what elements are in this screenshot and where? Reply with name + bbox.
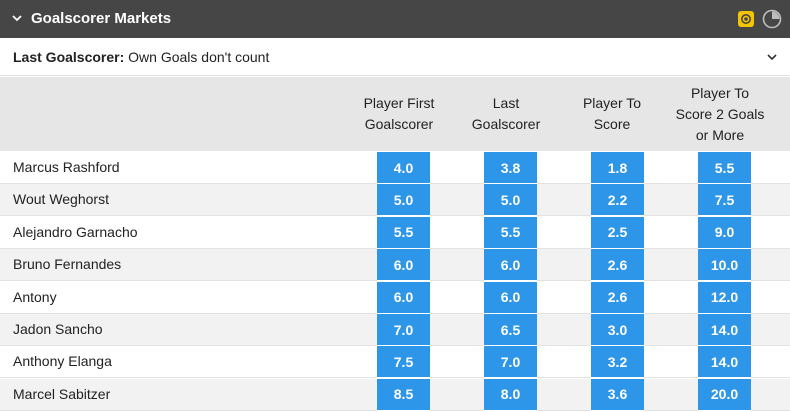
odds-button[interactable]: 5.5	[698, 152, 751, 184]
market-header[interactable]: Goalscorer Markets	[0, 0, 790, 38]
player-name: Antony	[13, 288, 57, 305]
odds-button[interactable]: 6.0	[484, 281, 537, 314]
odds-button[interactable]: 4.0	[377, 152, 430, 184]
odds-button[interactable]: 3.0	[591, 314, 644, 346]
player-name: Jadon Sancho	[13, 321, 103, 337]
table-row: Wout Weghorst 5.0 5.0 2.2 7.5	[0, 184, 790, 217]
odds-button[interactable]: 7.5	[377, 346, 430, 379]
player-name: Alejandro Garnacho	[13, 223, 138, 240]
table-row: Marcel Sabitzer 8.5 8.0 3.6 20.0	[0, 378, 790, 411]
odds-button[interactable]: 8.5	[377, 378, 430, 411]
col-header-to-score: Player To Score	[582, 95, 642, 132]
table-row: Alejandro Garnacho 5.5 5.5 2.5 9.0	[0, 216, 790, 249]
odds-button[interactable]: 6.0	[484, 249, 537, 282]
odds-button[interactable]: 2.6	[591, 249, 644, 282]
table-row: Antony 6.0 6.0 2.6 12.0	[0, 281, 790, 314]
odds-button[interactable]: 6.5	[484, 314, 537, 346]
odds-button[interactable]: 14.0	[698, 346, 751, 379]
odds-button[interactable]: 3.6	[591, 378, 644, 411]
table-row: Jadon Sancho 7.0 6.5 3.0 14.0	[0, 314, 790, 346]
market-subheader[interactable]: Last Goalscorer: Own Goals don't count	[0, 38, 790, 76]
odds-button[interactable]: 6.0	[377, 249, 430, 282]
table-row: Marcus Rashford 4.0 3.8 1.8 5.5	[0, 152, 790, 184]
odds-button[interactable]: 9.0	[698, 216, 751, 249]
col-header-first-goalscorer: Player First Goalscorer	[363, 95, 435, 132]
odds-button[interactable]: 1.8	[591, 152, 644, 184]
odds-button[interactable]: 20.0	[698, 378, 751, 411]
odds-button[interactable]: 12.0	[698, 281, 751, 314]
cashout-icon	[738, 11, 754, 27]
player-name: Marcel Sabitzer	[13, 385, 111, 402]
odds-button[interactable]: 2.6	[591, 281, 644, 314]
market-name: Last Goalscorer:	[13, 49, 125, 65]
odds-button[interactable]: 7.5	[698, 184, 751, 217]
odds-button[interactable]: 14.0	[698, 314, 751, 346]
odds-button[interactable]: 3.8	[484, 152, 537, 184]
odds-button[interactable]: 10.0	[698, 249, 751, 282]
odds-button[interactable]: 8.0	[484, 378, 537, 411]
table-row: Bruno Fernandes 6.0 6.0 2.6 10.0	[0, 249, 790, 282]
player-name: Bruno Fernandes	[13, 256, 122, 273]
chevron-down-icon[interactable]	[11, 12, 23, 24]
market-description: Last Goalscorer: Own Goals don't count	[13, 49, 269, 65]
odds-button[interactable]: 5.5	[377, 216, 430, 249]
odds-button[interactable]: 3.2	[591, 346, 644, 379]
odds-button[interactable]: 2.5	[591, 216, 644, 249]
chevron-down-icon[interactable]	[766, 52, 778, 62]
player-name: Wout Weghorst	[13, 191, 109, 208]
odds-button[interactable]: 2.2	[591, 184, 644, 217]
odds-button[interactable]: 7.0	[377, 314, 430, 346]
odds-button[interactable]: 5.5	[484, 216, 537, 249]
col-header-score-2-goals: Player To Score 2 Goals or More	[675, 84, 765, 143]
odds-button[interactable]: 5.0	[484, 184, 537, 217]
odds-button[interactable]: 6.0	[377, 281, 430, 314]
col-header-last-goalscorer: Last Goalscorer	[471, 95, 541, 132]
odds-button[interactable]: 5.0	[377, 184, 430, 217]
player-name: Anthony Elanga	[13, 353, 112, 370]
column-headers: Player First Goalscorer Last Goalscorer Pl…	[0, 77, 790, 151]
clock-icon[interactable]	[762, 9, 782, 29]
odds-button[interactable]: 7.0	[484, 346, 537, 379]
market-title: Goalscorer Markets	[31, 10, 172, 27]
player-name: Marcus Rashford	[13, 159, 120, 175]
table-row: Anthony Elanga 7.5 7.0 3.2 14.0	[0, 346, 790, 379]
market-note: Own Goals don't count	[124, 49, 270, 65]
